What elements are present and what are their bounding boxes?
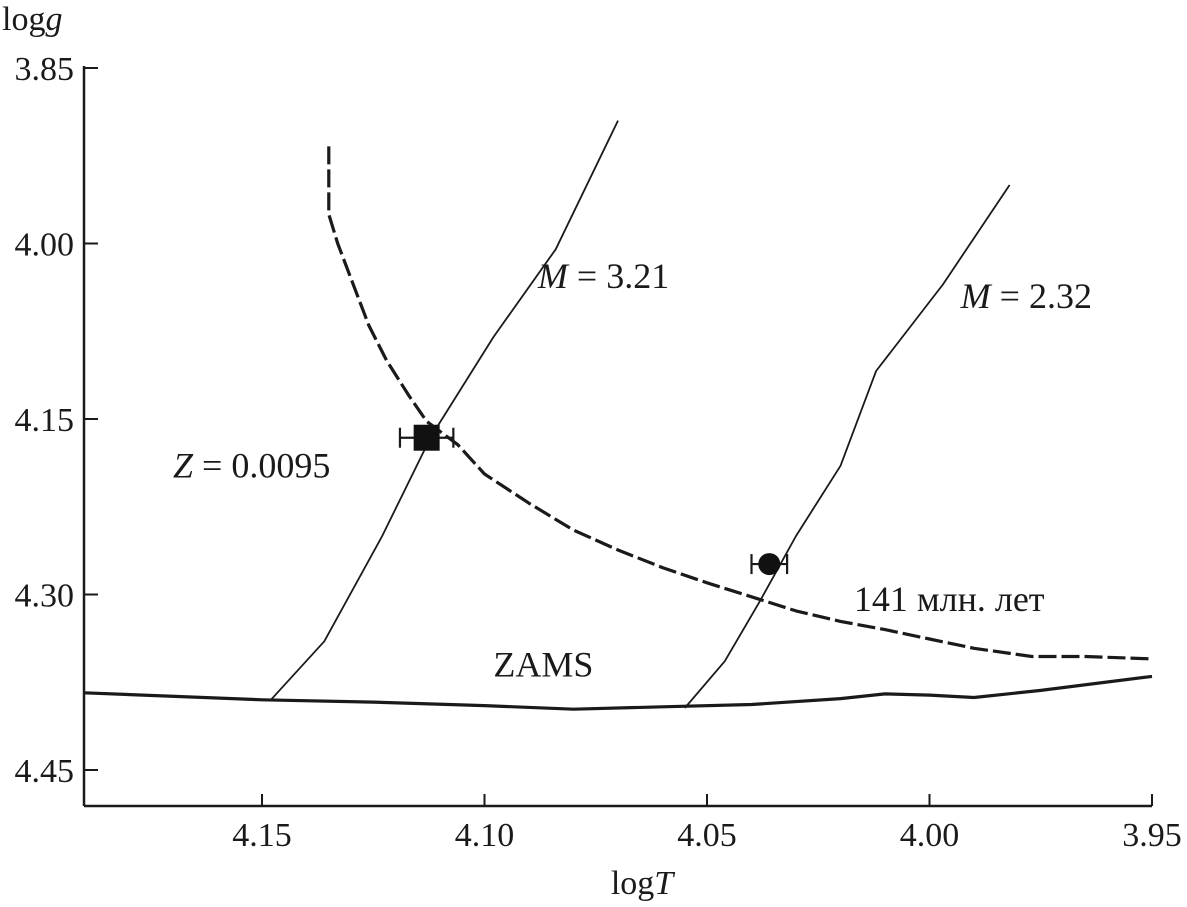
x-tick-label: 4.10 <box>455 817 515 854</box>
annotation-label: ZAMS <box>493 644 593 684</box>
series-line-m-3-21 <box>270 120 619 701</box>
circle-marker <box>758 553 781 576</box>
markers-layer <box>398 424 789 576</box>
x-axis-label: logT <box>611 865 675 902</box>
y-tick-label: 3.85 <box>15 51 75 88</box>
series-line-m-2-32 <box>684 184 1011 709</box>
annotation-label: 141 млн. лет <box>854 579 1045 619</box>
x-tick-label: 4.05 <box>677 817 737 854</box>
annotations-layer: M = 3.21 M = 2.32 Z = 0.0095 141 млн. лет ZA… <box>173 256 1092 684</box>
y-axis-label: logg <box>2 1 62 38</box>
series-line-141-млн-лет <box>327 146 1153 661</box>
x-tick-label: 4.00 <box>900 817 960 854</box>
square-marker <box>413 424 440 451</box>
series-line-zams <box>83 674 1153 711</box>
curves-layer <box>83 120 1153 711</box>
x-tick-label: 3.95 <box>1122 817 1182 854</box>
ticks-layer: 4.15 4.10 4.05 4.00 3.95 3.85 4.00 4.15 4.30 4.45 <box>15 51 1182 854</box>
annotation-label: Z = 0.0095 <box>173 446 330 486</box>
x-tick-label: 4.15 <box>232 817 292 854</box>
y-tick-label: 4.30 <box>15 578 75 615</box>
annotation-label: M = 3.21 <box>537 256 669 296</box>
annotation-label: M = 2.32 <box>960 276 1092 316</box>
y-tick-label: 4.45 <box>15 753 75 790</box>
y-tick-label: 4.15 <box>15 402 75 439</box>
y-tick-label: 4.00 <box>15 227 75 264</box>
